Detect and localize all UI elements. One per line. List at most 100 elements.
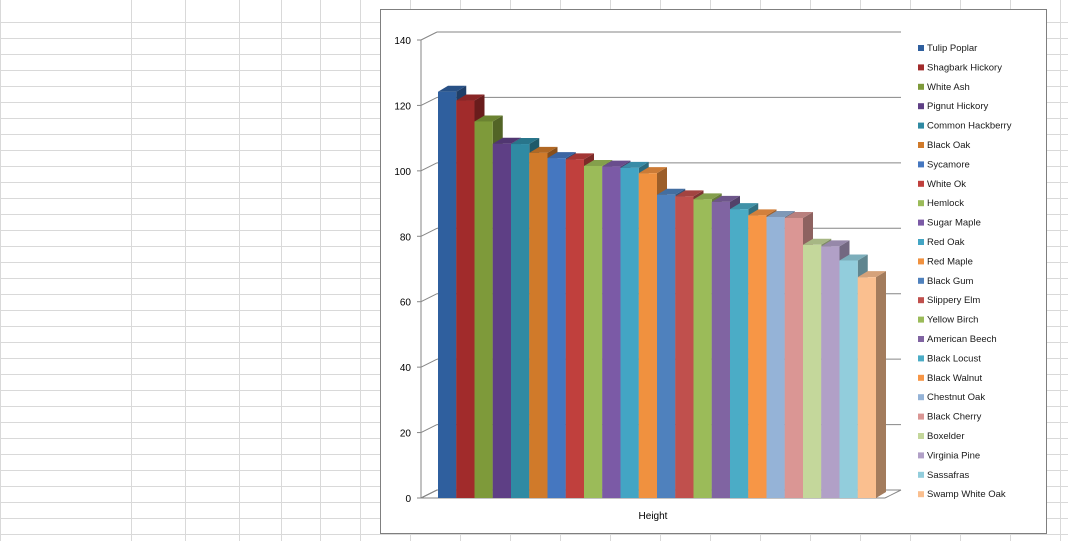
bar-front — [474, 121, 493, 499]
bar-top — [602, 160, 631, 167]
legend-swatch — [918, 122, 924, 129]
bar-top — [693, 193, 722, 200]
bar-front — [693, 199, 712, 498]
bar-top — [438, 85, 467, 92]
legend-label: Yellow Birch — [927, 315, 978, 326]
y-tick-label: 140 — [394, 36, 411, 47]
bar-front — [456, 100, 475, 499]
bar-front — [784, 217, 803, 499]
bar-front — [730, 209, 749, 498]
bar-front — [839, 260, 858, 498]
gridline-depth — [420, 162, 438, 172]
gridline-depth — [420, 227, 438, 237]
bar-front — [529, 152, 548, 498]
legend-swatch — [918, 413, 924, 420]
bar-front — [857, 277, 876, 498]
legend-label: Sycamore — [927, 159, 970, 170]
legend-label: American Beech — [927, 334, 997, 345]
legend-label: Slippery Elm — [927, 295, 980, 306]
bar-front — [821, 246, 840, 498]
bar-front — [675, 196, 694, 499]
legend-swatch — [918, 297, 924, 304]
bar-top — [620, 161, 649, 168]
y-tick-label: 0 — [405, 494, 411, 505]
gridline-depth — [420, 358, 438, 368]
legend-swatch — [918, 239, 924, 245]
legend-label: Red Maple — [927, 256, 973, 267]
bar-top — [547, 152, 576, 159]
legend-swatch — [918, 491, 924, 498]
floor-edge — [420, 489, 438, 499]
legend-label: Tulip Poplar — [927, 43, 977, 54]
legend-label: White Ash — [927, 82, 970, 93]
x-category-label: Height — [639, 511, 668, 522]
legend-label: Black Cherry — [927, 412, 982, 423]
legend-label: Sassafras — [927, 470, 969, 481]
bar-front — [638, 173, 657, 498]
legend-label: Black Oak — [927, 140, 971, 151]
bars — [438, 85, 886, 499]
bar-top — [638, 167, 667, 174]
y-tick-label: 60 — [400, 298, 412, 309]
bar-top — [821, 240, 850, 247]
bar-top — [657, 188, 686, 195]
legend-label: Sugar Maple — [927, 218, 981, 229]
legend-swatch — [918, 200, 924, 207]
legend-swatch — [918, 142, 924, 148]
bar-front — [584, 165, 603, 498]
bar-front — [748, 215, 767, 498]
bar-front — [547, 158, 566, 498]
legend-swatch — [918, 45, 924, 51]
legend-swatch — [918, 219, 924, 226]
bar-front — [766, 216, 785, 498]
bar-top — [565, 153, 594, 160]
bar-front — [602, 166, 621, 498]
y-tick-label: 120 — [394, 101, 411, 112]
legend-swatch — [918, 258, 924, 265]
legend-label: Shagbark Hickory — [927, 62, 1002, 73]
bar-top — [492, 137, 521, 144]
bar-top — [584, 159, 613, 166]
legend: Tulip Poplar Shagbark Hickory White Ash Pig… — [918, 43, 1012, 500]
floor-edge-right — [884, 489, 902, 499]
bar-top — [511, 138, 540, 145]
bar-front — [438, 91, 457, 498]
legend-label: Boxelder — [927, 431, 965, 442]
legend-swatch — [918, 83, 924, 90]
legend-label: Hemlock — [927, 198, 964, 209]
bar-top — [857, 271, 886, 278]
bar-front — [511, 144, 530, 498]
legend-label: Virginia Pine — [927, 450, 980, 461]
bar-top — [474, 115, 503, 122]
legend-swatch — [918, 64, 924, 71]
legend-swatch — [918, 161, 924, 168]
legend-swatch — [918, 180, 924, 187]
bar-top — [529, 146, 558, 153]
y-tick-label: 20 — [400, 429, 412, 440]
bar-top — [766, 210, 795, 217]
legend-swatch — [918, 355, 924, 362]
bar-side — [876, 271, 886, 498]
legend-label: Black Locust — [927, 353, 981, 364]
bar-top — [456, 94, 485, 101]
legend-label: Pignut Hickory — [927, 101, 988, 112]
gridline-depth — [420, 293, 438, 303]
gridline-depth — [420, 96, 438, 106]
gridline-depth — [420, 31, 438, 41]
legend-label: Chestnut Oak — [927, 392, 985, 403]
legend-label: Black Walnut — [927, 373, 982, 384]
bar-front — [803, 244, 822, 498]
legend-label: Swamp White Oak — [927, 489, 1006, 500]
legend-swatch — [918, 394, 924, 401]
bar-chart: 0 20 40 60 80 100 120 140 Height Tulip Poplar Shag… — [394, 31, 1012, 522]
bar-top — [839, 254, 868, 261]
legend-swatch — [918, 336, 924, 342]
legend-label: Red Oak — [927, 237, 965, 248]
chart-area[interactable]: 0 20 40 60 80 100 120 140 Height Tulip Poplar Shag… — [380, 9, 1047, 534]
bar-top — [803, 238, 832, 245]
bar-front — [492, 143, 511, 498]
legend-swatch — [918, 433, 924, 439]
legend-swatch — [918, 103, 924, 110]
y-tick-label: 80 — [400, 232, 412, 243]
bar-top — [784, 211, 813, 218]
